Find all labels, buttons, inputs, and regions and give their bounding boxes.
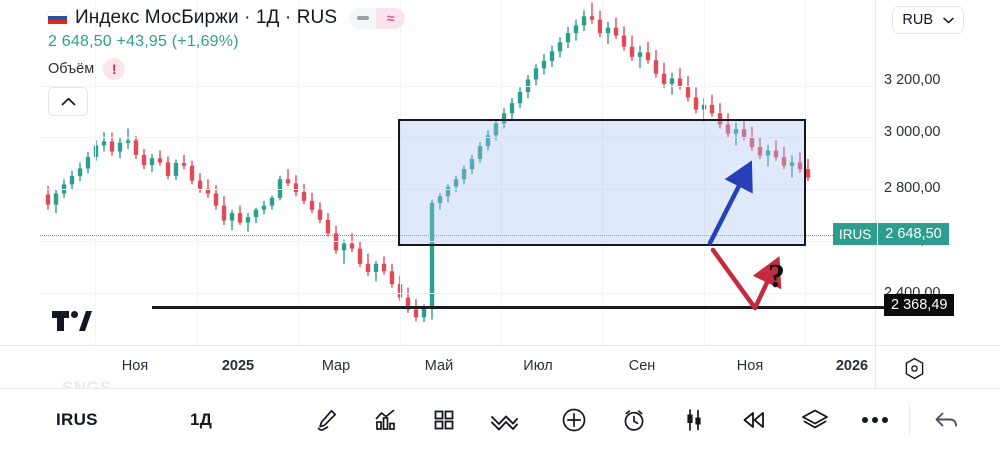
time-tick: 2025	[221, 358, 255, 374]
toolbar-symbol-button[interactable]: IRUS	[56, 389, 98, 450]
current-price-tag-symbol: IRUS	[833, 223, 878, 245]
horizontal-gridline	[40, 189, 875, 190]
bottom-toolbar: IRUS 1Д	[0, 389, 1000, 450]
current-price-tag[interactable]: IRUS 2 648,50	[833, 223, 949, 245]
volume-label[interactable]: Объём	[48, 61, 95, 77]
chart-legend: Индекс МосБиржи · 1Д · RUS ≈ 2 648,50 +4…	[48, 6, 406, 116]
range-rectangle[interactable]	[398, 119, 806, 246]
current-price-tag-value: 2 648,50	[878, 223, 949, 245]
alerts-clock-icon[interactable]	[618, 389, 650, 450]
toolbar-interval-button[interactable]: 1Д	[190, 389, 212, 450]
horizontal-gridline	[40, 86, 875, 87]
time-axis-separator	[875, 346, 876, 389]
time-tick: Ноя	[736, 358, 764, 374]
add-symbol-plus-icon[interactable]	[558, 389, 590, 450]
time-tick: Сен	[628, 358, 656, 374]
price-tick: 3 000,00	[884, 124, 941, 140]
level-price-tag[interactable]: 2 368,49	[884, 294, 955, 316]
price-tick: 3 200,00	[884, 72, 941, 88]
toolbar-divider	[909, 403, 910, 435]
patterns-icon[interactable]	[487, 389, 521, 450]
horizontal-gridline	[40, 241, 875, 242]
collapse-pane-button[interactable]	[48, 87, 88, 116]
vertical-gridline	[704, 0, 705, 345]
chart-plot-area[interactable]	[40, 0, 875, 345]
chevron-down-icon	[943, 17, 954, 23]
vertical-gridline	[95, 0, 96, 345]
layouts-grid-icon[interactable]	[428, 389, 460, 450]
vertical-gridline	[298, 0, 299, 345]
time-tick: 2026	[835, 358, 869, 374]
chevron-up-icon	[61, 97, 75, 106]
time-tick: Ноя	[121, 358, 149, 374]
last-price-dotted-line	[40, 235, 885, 236]
symbol-title[interactable]: Индекс МосБиржи · 1Д · RUS	[75, 7, 338, 28]
chart-type-candles-icon[interactable]	[678, 389, 710, 450]
undo-back-icon[interactable]	[930, 389, 962, 450]
time-tick: Мар	[321, 358, 351, 374]
price-tick: 2 800,00	[884, 180, 941, 196]
vertical-gridline	[197, 0, 198, 345]
vertical-gridline	[400, 0, 401, 345]
candlestick-series	[45, 2, 811, 322]
legend-toggle-pill[interactable]: ≈	[349, 7, 406, 29]
horizontal-gridline	[40, 293, 875, 294]
toolbar-interval-label: 1Д	[190, 409, 213, 429]
warning-badge-icon[interactable]: !	[103, 58, 126, 80]
indicators-icon[interactable]	[369, 389, 401, 450]
warning-glyph: !	[111, 61, 117, 77]
drawing-tools-pencil-icon[interactable]	[310, 389, 342, 450]
price-axis-separator	[875, 0, 876, 345]
wave-approx-icon[interactable]: ≈	[376, 7, 406, 29]
layers-icon[interactable]	[798, 389, 832, 450]
tag-divider	[877, 223, 879, 245]
question-mark-annotation[interactable]: ?	[768, 258, 785, 295]
support-trendline[interactable]	[152, 306, 892, 309]
toolbar-symbol-label: IRUS	[56, 409, 98, 429]
currency-selector-value: RUB	[902, 12, 933, 28]
horizontal-gridline	[40, 137, 875, 138]
minus-dash-icon[interactable]	[349, 7, 377, 29]
vertical-gridline	[602, 0, 603, 345]
time-axis[interactable]: Ноя 2025 Мар Май Июл Сен Ноя 2026	[0, 345, 1000, 389]
time-axis-settings-icon[interactable]	[903, 357, 926, 380]
more-options-icon[interactable]	[858, 389, 892, 450]
time-tick: Июл	[523, 358, 553, 374]
currency-selector[interactable]: RUB	[892, 6, 964, 34]
tradingview-logo	[52, 308, 92, 339]
russia-flag-icon	[48, 11, 67, 25]
price-change-line: 2 648,50 +43,95 (+1,69%)	[48, 33, 239, 50]
vertical-gridline	[501, 0, 502, 345]
replay-rewind-icon[interactable]	[738, 389, 770, 450]
time-tick: Май	[424, 358, 454, 374]
